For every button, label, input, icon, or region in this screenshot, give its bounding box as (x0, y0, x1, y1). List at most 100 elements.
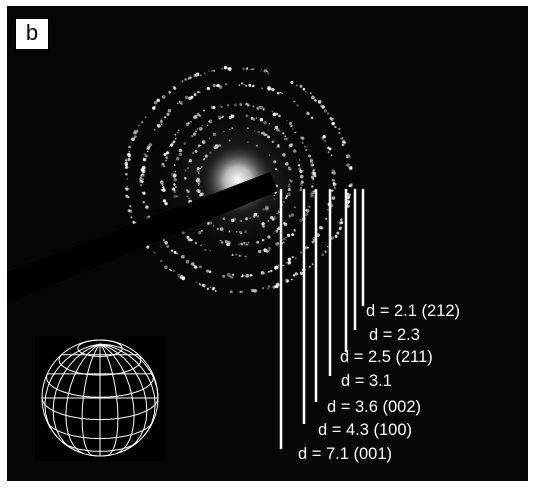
diffraction-spot (176, 253, 178, 255)
diffraction-spot (126, 185, 128, 188)
d-spacing-label: d = 7.1 (001) (298, 445, 393, 463)
diffraction-spot (275, 284, 279, 289)
diffraction-spot (294, 272, 298, 276)
diffraction-spot (322, 108, 324, 110)
diffraction-spot (240, 82, 244, 85)
diffraction-spot (221, 67, 224, 70)
diffraction-spot (127, 153, 131, 157)
beam-stop (7, 172, 278, 304)
diffraction-spot (251, 85, 255, 88)
diffraction-spot (206, 269, 210, 273)
diffraction-spot (164, 265, 168, 270)
diffraction-spot (328, 147, 332, 151)
diffraction-spot (145, 205, 149, 209)
diffraction-spot (146, 245, 150, 249)
diffraction-spot (292, 274, 296, 277)
diffraction-spot (311, 95, 315, 100)
diffraction-spot (222, 274, 226, 278)
diffraction-spot (311, 240, 315, 244)
diffraction-spot (306, 111, 310, 116)
diffraction-spot (334, 125, 337, 129)
diffraction-spot (266, 71, 269, 73)
diffraction-spot (231, 273, 235, 276)
diffraction-spot (139, 176, 142, 179)
diffraction-spot (143, 152, 146, 156)
diffraction-spot (304, 246, 308, 250)
diffraction-spot (193, 73, 197, 78)
diffraction-spot (193, 93, 197, 96)
diffraction-spot (190, 262, 195, 266)
diffraction-spot (177, 273, 181, 278)
diffraction-spot (195, 73, 200, 77)
diffraction-spot (127, 209, 131, 213)
diffraction-spot (286, 280, 290, 283)
diffraction-spot (199, 74, 202, 77)
diffraction-spot (238, 84, 241, 86)
diffraction-spot (338, 226, 342, 230)
diffraction-spot (338, 131, 341, 135)
diffraction-spot (202, 284, 206, 288)
diffraction-spot (211, 70, 213, 72)
diffraction-spot (212, 83, 216, 88)
diffraction-spot (331, 172, 334, 174)
diffraction-spot (230, 275, 234, 279)
diffraction-spot (251, 274, 253, 277)
diffraction-spot (211, 288, 215, 291)
diffraction-spot (310, 92, 312, 94)
diffraction-spot (142, 157, 147, 162)
diffraction-spot (250, 288, 255, 293)
diffraction-spot (181, 276, 185, 281)
diffraction-spot (278, 264, 280, 266)
diffraction-spot (348, 166, 353, 170)
diffraction-spot (308, 265, 311, 268)
diffraction-spot (276, 91, 280, 95)
diffraction-spot (126, 178, 128, 180)
diffraction-spot (142, 191, 146, 195)
diffraction-spot (188, 96, 192, 100)
diffraction-spot (271, 87, 275, 92)
diffraction-spot (229, 290, 233, 294)
d-spacing-label: d = 3.1 (341, 372, 392, 390)
diffraction-spot (167, 109, 172, 113)
diffraction-spot (148, 143, 153, 147)
diffraction-spot (227, 67, 232, 71)
diffraction-spot (245, 84, 248, 87)
diffraction-spot (189, 76, 192, 79)
diffraction-spot (141, 173, 144, 176)
diffraction-spot (153, 100, 158, 105)
diffraction-spot (195, 72, 200, 76)
diffraction-spot (268, 270, 270, 273)
diffraction-spot (144, 154, 148, 158)
diffraction-spot (216, 83, 220, 87)
diffraction-spot (140, 180, 143, 182)
diffraction-spot (321, 136, 325, 140)
d-spacing-label: d = 2.3 (369, 326, 420, 344)
diffraction-spot (273, 265, 278, 270)
diffraction-spot (331, 178, 335, 182)
diffraction-spot (295, 84, 298, 87)
diffraction-spot (267, 287, 270, 290)
diffraction-spot (331, 117, 333, 120)
diffraction-spot (306, 246, 309, 249)
diffraction-spot (240, 290, 243, 294)
diffraction-spot (346, 195, 351, 199)
diffraction-spot (178, 100, 181, 104)
diffraction-spot (326, 112, 330, 115)
diffraction-spot (195, 281, 197, 284)
diffraction-spot (160, 123, 163, 126)
diffraction-spot (166, 112, 170, 116)
diffraction-spot (305, 91, 307, 93)
diffraction-spot (302, 87, 306, 91)
diffraction-spot (172, 269, 176, 272)
diffraction-spot (332, 171, 336, 175)
diffraction-spot (341, 137, 344, 139)
diffraction-spot (331, 169, 335, 173)
diffraction-spot (299, 84, 303, 88)
diffraction-spot (142, 178, 145, 180)
diffraction-spot (248, 83, 252, 87)
diffraction-spot (133, 135, 137, 139)
diffraction-spot (153, 128, 156, 131)
diffraction-spot (262, 287, 264, 289)
diffraction-spot (347, 197, 350, 200)
diffraction-spot (163, 116, 167, 119)
